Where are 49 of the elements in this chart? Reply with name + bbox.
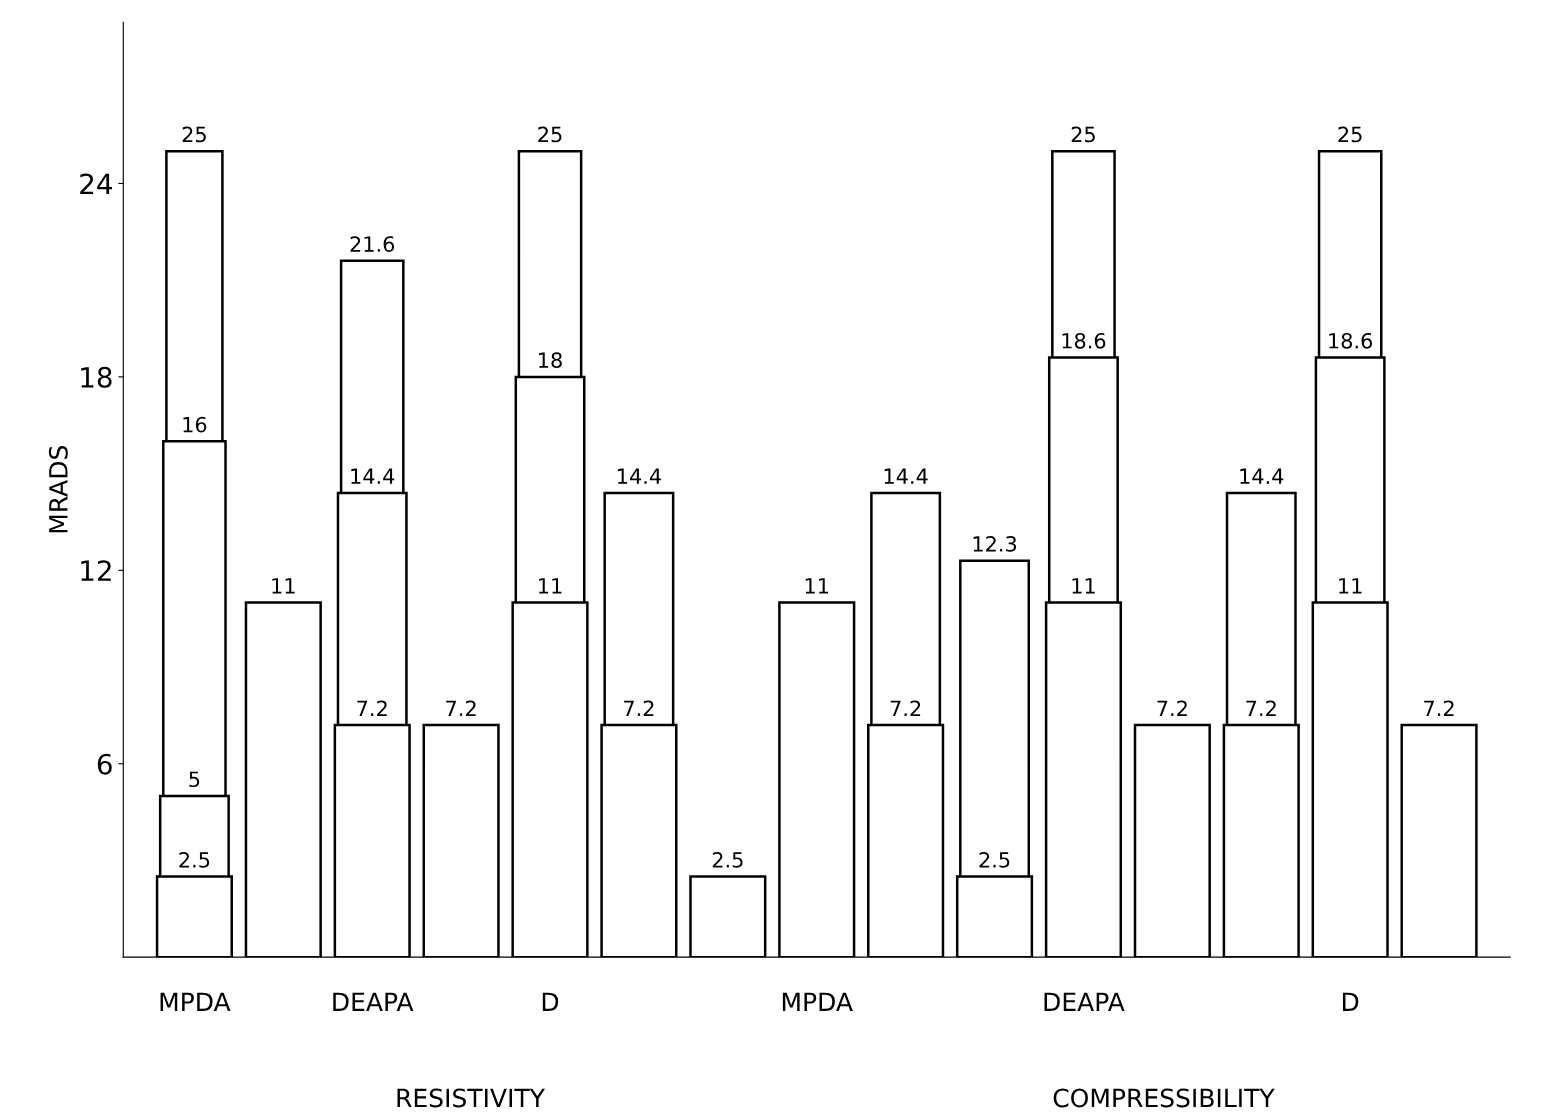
data-label: 7.2	[1424, 700, 1454, 716]
data-label: 25	[182, 126, 206, 143]
y-tick-label: 24	[80, 173, 112, 195]
bar	[778, 601, 856, 958]
bar	[1400, 723, 1478, 958]
data-label: 18.6	[1062, 332, 1106, 349]
text: COMPRESSIBILITY	[1053, 1088, 1275, 1108]
bar	[689, 875, 767, 958]
data-label: 7.2	[357, 700, 387, 716]
data-label: 14.4	[884, 468, 928, 484]
data-label: 12.3	[973, 536, 1017, 552]
data-label: 14.4	[1240, 468, 1284, 484]
x-tick-label: DEAPA	[333, 992, 414, 1011]
data-label: 25	[1338, 126, 1362, 143]
data-label: 2.5	[979, 851, 1010, 868]
x-tick-label: DEAPA	[1044, 992, 1125, 1011]
bar	[422, 723, 500, 958]
data-label: 11	[1072, 578, 1095, 594]
data-label: 21.6	[350, 236, 395, 252]
y-tick-label: 12	[81, 560, 111, 581]
data-label: 7.2	[1246, 700, 1276, 716]
data-label: 7.2	[1157, 700, 1187, 716]
y-tick-label: 18	[81, 366, 112, 388]
y-tick-label: 6	[97, 753, 112, 775]
data-label: 7.2	[890, 700, 921, 716]
data-label: 16	[183, 416, 207, 433]
text: RESISTIVITY	[397, 1088, 546, 1108]
data-label: 2.5	[179, 851, 210, 868]
x-tick-label: D	[1342, 992, 1359, 1011]
bar	[1133, 723, 1211, 958]
data-label: 5	[189, 771, 200, 788]
y-axis-title: MRADS	[48, 446, 68, 533]
x-tick-label: MPDA	[782, 992, 853, 1011]
x-tick-label: D	[542, 992, 559, 1011]
data-label: 11	[1339, 578, 1362, 594]
data-label: 7.2	[446, 700, 476, 716]
data-label: 7.2	[624, 700, 654, 716]
data-label: 11	[272, 578, 295, 594]
x-tick-label: MPDA	[160, 992, 231, 1011]
data-label: 2.5	[712, 851, 743, 868]
data-label: 25	[1071, 126, 1095, 143]
data-label: 18.6	[1329, 332, 1373, 349]
data-label: 14.4	[351, 468, 395, 484]
data-label: 25	[538, 126, 562, 143]
data-label: 18	[539, 352, 562, 369]
data-label: 11	[805, 578, 829, 594]
bar	[244, 601, 322, 958]
data-label: 14.4	[618, 468, 661, 484]
data-label: 11	[539, 578, 562, 594]
